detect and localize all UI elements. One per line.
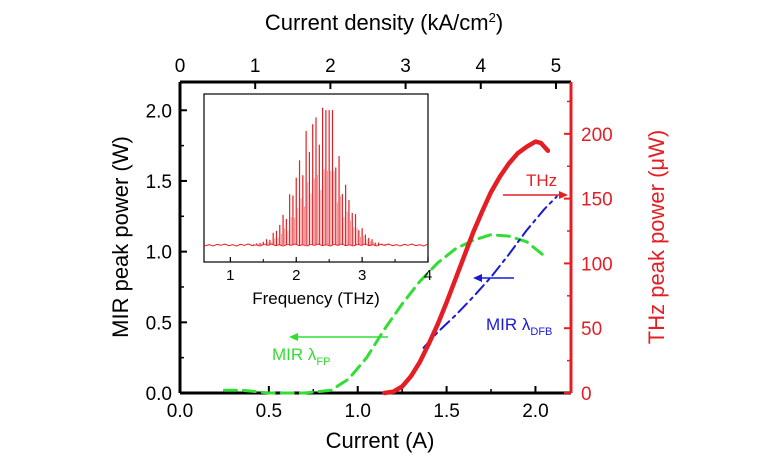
x-tick-label: 0.5 [256, 401, 282, 422]
top-x-ticks: 0 1 2 3 4 5 [175, 56, 562, 89]
mir-fp-label-main: MIR λ [272, 345, 317, 364]
top-x-axis-label-end: ) [496, 10, 503, 35]
right-y-tick-label: 200 [581, 125, 613, 146]
x-tick-label: 2.0 [522, 401, 548, 422]
right-y-tick-label: 150 [581, 190, 613, 211]
right-y-tick-label: 100 [581, 254, 613, 275]
top-x-tick-label: 1 [250, 56, 261, 77]
left-y-tick-label: 2.0 [146, 101, 172, 122]
thz-annotation-label: THz [526, 171, 557, 190]
left-y-ticks: 0.0 0.5 1.0 1.5 2.0 [146, 101, 187, 405]
right-y-tick-label: 0 [581, 384, 592, 405]
bottom-x-ticks: 0.0 0.5 1.0 1.5 2.0 [167, 386, 549, 422]
mir-dfb-annotation-label: MIR λDFB [486, 315, 552, 338]
x-tick-label: 1.5 [433, 401, 459, 422]
thz-series [382, 139, 551, 396]
top-x-tick-label: 0 [175, 56, 186, 77]
left-y-tick-label: 0.5 [146, 313, 172, 334]
inset-spectrum: 1 2 3 4 Frequency (THz) [203, 93, 432, 308]
right-y-axis-label: THz peak power (μW) [644, 130, 669, 344]
x-axis-label: Current (A) [326, 428, 435, 453]
inset-tick-label: 1 [226, 267, 234, 284]
mir-dfb-arrowhead [473, 274, 482, 282]
inset-x-ticks: 1 2 3 4 [226, 257, 432, 284]
x-tick-label: 1.0 [345, 401, 371, 422]
left-y-axis-label: MIR peak power (W) [108, 136, 133, 338]
thz-arrowhead [559, 191, 568, 199]
thz-annotation: THz [503, 171, 568, 199]
mir-dfb-label-main: MIR λ [486, 315, 531, 334]
top-x-tick-label: 4 [475, 56, 486, 77]
inset-x-axis-label: Frequency (THz) [252, 289, 380, 308]
left-y-tick-label: 0.0 [146, 384, 172, 405]
right-y-tick-label: 50 [581, 319, 602, 340]
inset-tick-label: 4 [424, 267, 432, 284]
x-tick-label: 0.0 [167, 401, 193, 422]
left-y-tick-label: 1.0 [146, 243, 172, 264]
left-y-tick-label: 1.5 [146, 172, 172, 193]
inset-tick-label: 3 [358, 267, 366, 284]
top-x-tick-label: 2 [325, 56, 336, 77]
right-y-ticks: 0 50 100 150 200 [564, 100, 613, 405]
top-x-axis-label-main: Current density (kA/cm [265, 10, 489, 35]
top-x-axis-label-sup: 2 [489, 10, 496, 25]
mir-dfb-annotation: MIR λDFB [473, 274, 552, 338]
series-layer [222, 139, 558, 396]
inset-tick-label: 2 [292, 267, 300, 284]
top-x-axis-label: Current density (kA/cm2) [265, 10, 503, 35]
mir-fp-annotation: MIR λFP [272, 333, 388, 368]
mir-dfb-series [422, 195, 558, 349]
top-x-tick-label: 3 [400, 56, 411, 77]
mir-fp-annotation-label: MIR λFP [272, 345, 330, 368]
mir-dfb-label-sub: DFB [530, 326, 552, 338]
mir-fp-label-sub: FP [316, 356, 330, 368]
mir-fp-series [222, 233, 546, 395]
top-x-tick-label: 5 [551, 56, 562, 77]
inset-peaks [203, 107, 429, 247]
mir-fp-arrowhead [289, 333, 298, 341]
